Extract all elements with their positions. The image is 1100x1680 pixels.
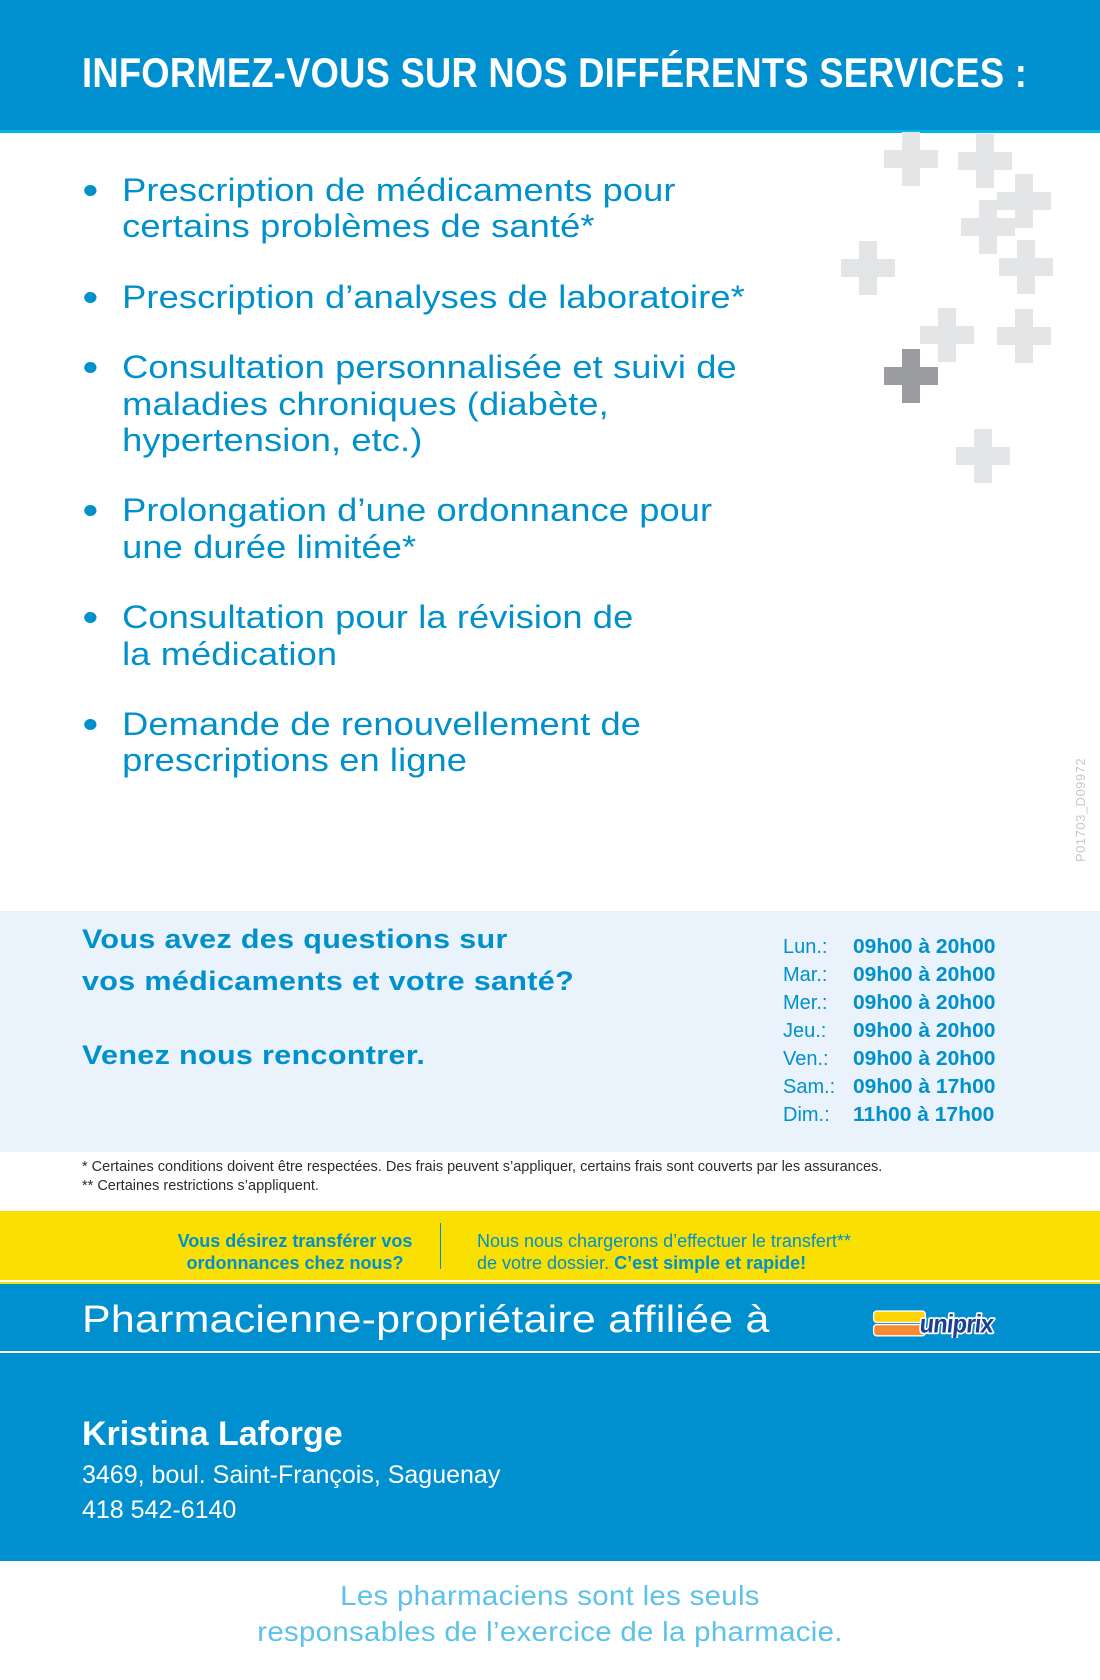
svg-text:uniprix: uniprix (918, 1311, 995, 1338)
